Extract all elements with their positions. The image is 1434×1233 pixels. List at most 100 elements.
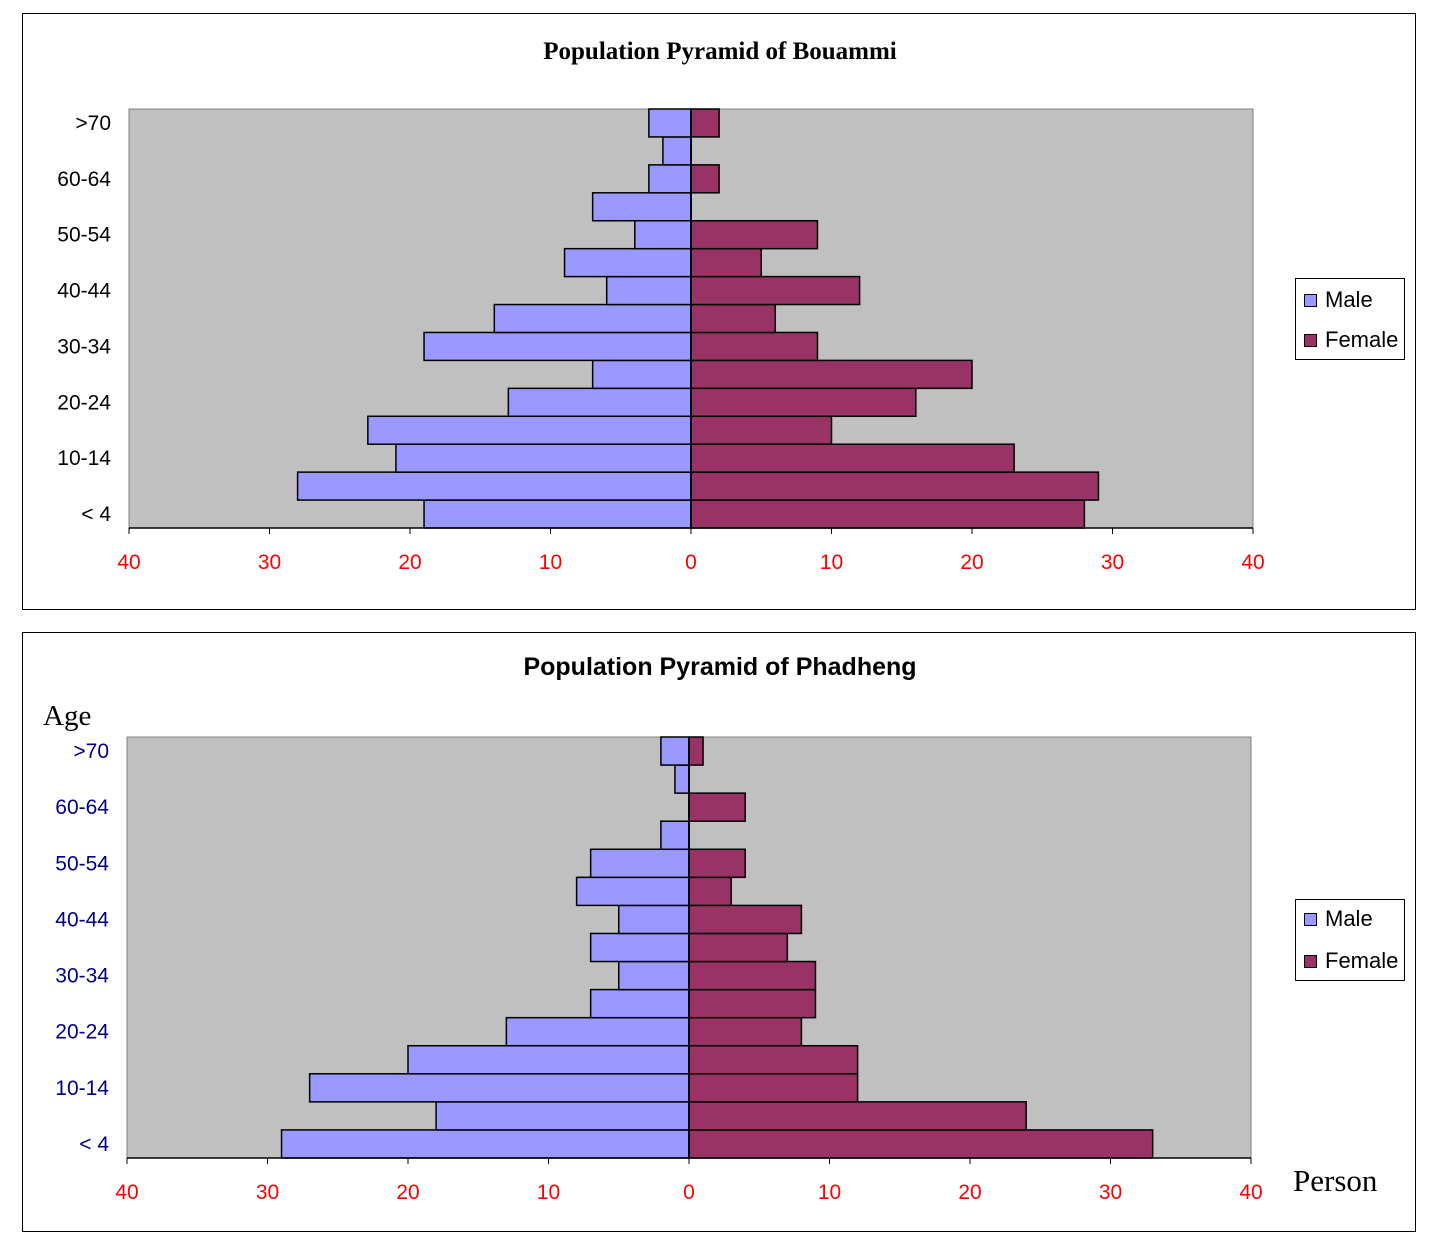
- y-tick-label: 20-24: [55, 1021, 109, 1044]
- chart-panel-bouammi: 40 30 20 10 0 10 20 30 40 < 4 10-14 20-24 30-34 40-44…: [22, 13, 1416, 610]
- bar-male: [618, 960, 690, 991]
- bar-female: [688, 1044, 859, 1075]
- bar-female: [690, 415, 833, 445]
- x-tick-label: 40: [115, 1181, 138, 1204]
- legend-item-female: Female: [1304, 948, 1398, 974]
- bar-female: [690, 331, 819, 362]
- x-tick-label: 20: [398, 551, 421, 574]
- bar-female: [690, 443, 1015, 473]
- y-tick-label: 50-54: [55, 852, 109, 875]
- x-tick-label: 40: [117, 551, 140, 574]
- x-tick-label: 10: [539, 551, 562, 574]
- x-tick-label: 20: [396, 1181, 419, 1204]
- chart-panel-phadheng: 40 30 20 10 0 10 20 30 40 < 4 10-14 20-24 30-34 40-44…: [22, 632, 1416, 1232]
- bar-male: [395, 443, 692, 473]
- bar-female: [690, 219, 819, 250]
- legend-bouammi: Male Female: [1295, 278, 1405, 360]
- legend-item-male: Male: [1304, 906, 1373, 932]
- y-tick-label: < 4: [81, 503, 111, 526]
- bar-female: [688, 876, 732, 907]
- bar-male: [660, 820, 690, 851]
- bar-male: [367, 415, 692, 445]
- legend-label-male: Male: [1325, 906, 1373, 931]
- bar-female: [688, 932, 789, 963]
- y-tick-label: 60-64: [57, 168, 111, 191]
- x-tick-label: 20: [960, 551, 983, 574]
- bar-female: [688, 1073, 859, 1103]
- y-tick-label: < 4: [79, 1133, 109, 1156]
- x-tick-label: 30: [1099, 1181, 1122, 1204]
- bar-male: [589, 988, 690, 1019]
- y-tick-label: >70: [73, 740, 109, 763]
- y-tick-label: 40-44: [55, 908, 109, 931]
- bar-male: [423, 499, 692, 529]
- bar-female: [690, 387, 917, 418]
- bar-female: [690, 499, 1086, 529]
- y-tick-label: >70: [75, 112, 111, 135]
- bar-male: [505, 1016, 690, 1047]
- chart-title: Population Pyramid of Phadheng: [523, 653, 916, 681]
- bar-male: [296, 471, 692, 501]
- y-tick-label: 30-34: [55, 965, 109, 988]
- bar-male: [589, 848, 690, 879]
- y-tick-label: 50-54: [57, 224, 111, 247]
- chart-svg-phadheng: 40 30 20 10 0 10 20 30 40 < 4 10-14 20-24 30-34 40-44…: [43, 653, 1378, 1204]
- x-tick-label: 20: [958, 1181, 981, 1204]
- female-swatch-icon: [1304, 954, 1317, 968]
- bar-male: [589, 932, 690, 963]
- female-swatch-icon: [1304, 333, 1317, 347]
- bar-female: [690, 247, 762, 278]
- x-tick-label: 10: [818, 1181, 841, 1204]
- bar-female: [690, 108, 720, 138]
- x-tick-label: 30: [258, 551, 281, 574]
- bar-female: [688, 904, 803, 935]
- bar-female: [690, 359, 973, 390]
- bar-male: [435, 1101, 690, 1131]
- bar-female: [688, 988, 817, 1019]
- legend-phadheng: Male Female: [1295, 899, 1405, 981]
- x-tick-label: 30: [1101, 551, 1124, 574]
- bar-female: [690, 164, 720, 194]
- bar-male: [674, 764, 690, 794]
- chart-title: Population Pyramid of Bouammi: [543, 38, 897, 65]
- bar-female: [688, 792, 746, 822]
- bar-female: [688, 1101, 1027, 1131]
- legend-label-female: Female: [1325, 327, 1399, 352]
- bar-male: [407, 1044, 690, 1075]
- x-axis-title: Person: [1293, 1163, 1378, 1198]
- bar-male: [591, 192, 692, 222]
- bar-male: [308, 1073, 690, 1103]
- y-tick-label: 10-14: [57, 447, 111, 470]
- legend-item-male: Male: [1304, 287, 1373, 313]
- legend-label-male: Male: [1325, 287, 1373, 312]
- legend-label-female: Female: [1325, 948, 1399, 973]
- x-tick-label: 40: [1239, 1181, 1262, 1204]
- bar-male: [618, 904, 690, 935]
- x-tick-label: 0: [683, 1181, 695, 1204]
- y-tick-label: 20-24: [57, 391, 111, 414]
- male-swatch-icon: [1304, 293, 1317, 307]
- male-swatch-icon: [1304, 912, 1317, 926]
- bar-female: [688, 960, 817, 991]
- bar-male: [563, 247, 692, 278]
- bar-male: [575, 876, 690, 907]
- x-tick-label: 10: [537, 1181, 560, 1204]
- bar-male: [648, 164, 692, 194]
- chart-svg-bouammi: 40 30 20 10 0 10 20 30 40 < 4 10-14 20-24 30-34 40-44…: [57, 38, 1264, 574]
- bar-male: [634, 219, 692, 250]
- bar-female: [688, 848, 746, 879]
- y-tick-label: 10-14: [55, 1077, 109, 1100]
- bar-female: [688, 1016, 803, 1047]
- bar-female: [690, 471, 1100, 501]
- bar-female: [690, 275, 861, 306]
- bar-male: [423, 331, 692, 362]
- y-tick-label: 60-64: [55, 796, 109, 819]
- y-tick-label: 40-44: [57, 280, 111, 303]
- bar-female: [688, 736, 704, 766]
- bar-male: [648, 108, 692, 138]
- y-tick-label: 30-34: [57, 335, 111, 358]
- bar-male: [493, 303, 692, 334]
- legend-item-female: Female: [1304, 327, 1398, 353]
- bar-male: [280, 1129, 690, 1159]
- bar-male: [591, 359, 692, 390]
